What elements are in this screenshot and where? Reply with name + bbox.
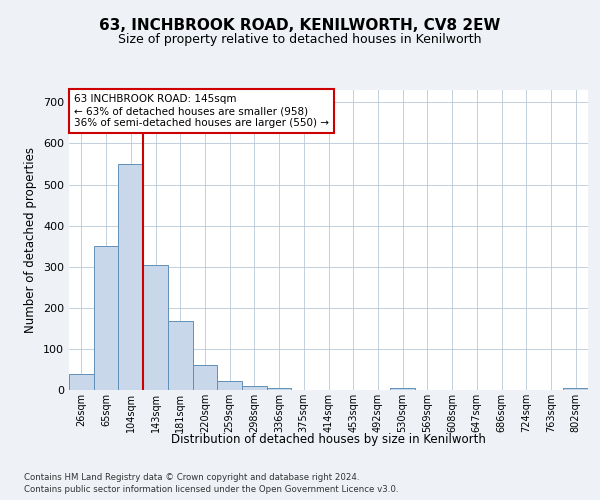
- Bar: [217, 381, 242, 390]
- Bar: [94, 246, 118, 390]
- Bar: [168, 321, 193, 390]
- Text: 63, INCHBROOK ROAD, KENILWORTH, CV8 2EW: 63, INCHBROOK ROAD, KENILWORTH, CV8 2EW: [100, 18, 500, 32]
- Bar: [118, 164, 143, 390]
- Text: Contains public sector information licensed under the Open Government Licence v3: Contains public sector information licen…: [24, 485, 398, 494]
- Bar: [69, 374, 94, 390]
- Bar: [563, 388, 588, 390]
- Text: Contains HM Land Registry data © Crown copyright and database right 2024.: Contains HM Land Registry data © Crown c…: [24, 472, 359, 482]
- Text: Size of property relative to detached houses in Kenilworth: Size of property relative to detached ho…: [118, 32, 482, 46]
- Bar: [242, 386, 267, 390]
- Bar: [390, 388, 415, 390]
- Bar: [193, 366, 217, 390]
- Bar: [143, 264, 168, 390]
- Text: 63 INCHBROOK ROAD: 145sqm
← 63% of detached houses are smaller (958)
36% of semi: 63 INCHBROOK ROAD: 145sqm ← 63% of detac…: [74, 94, 329, 128]
- Text: Distribution of detached houses by size in Kenilworth: Distribution of detached houses by size …: [172, 432, 486, 446]
- Y-axis label: Number of detached properties: Number of detached properties: [25, 147, 37, 333]
- Bar: [267, 388, 292, 390]
